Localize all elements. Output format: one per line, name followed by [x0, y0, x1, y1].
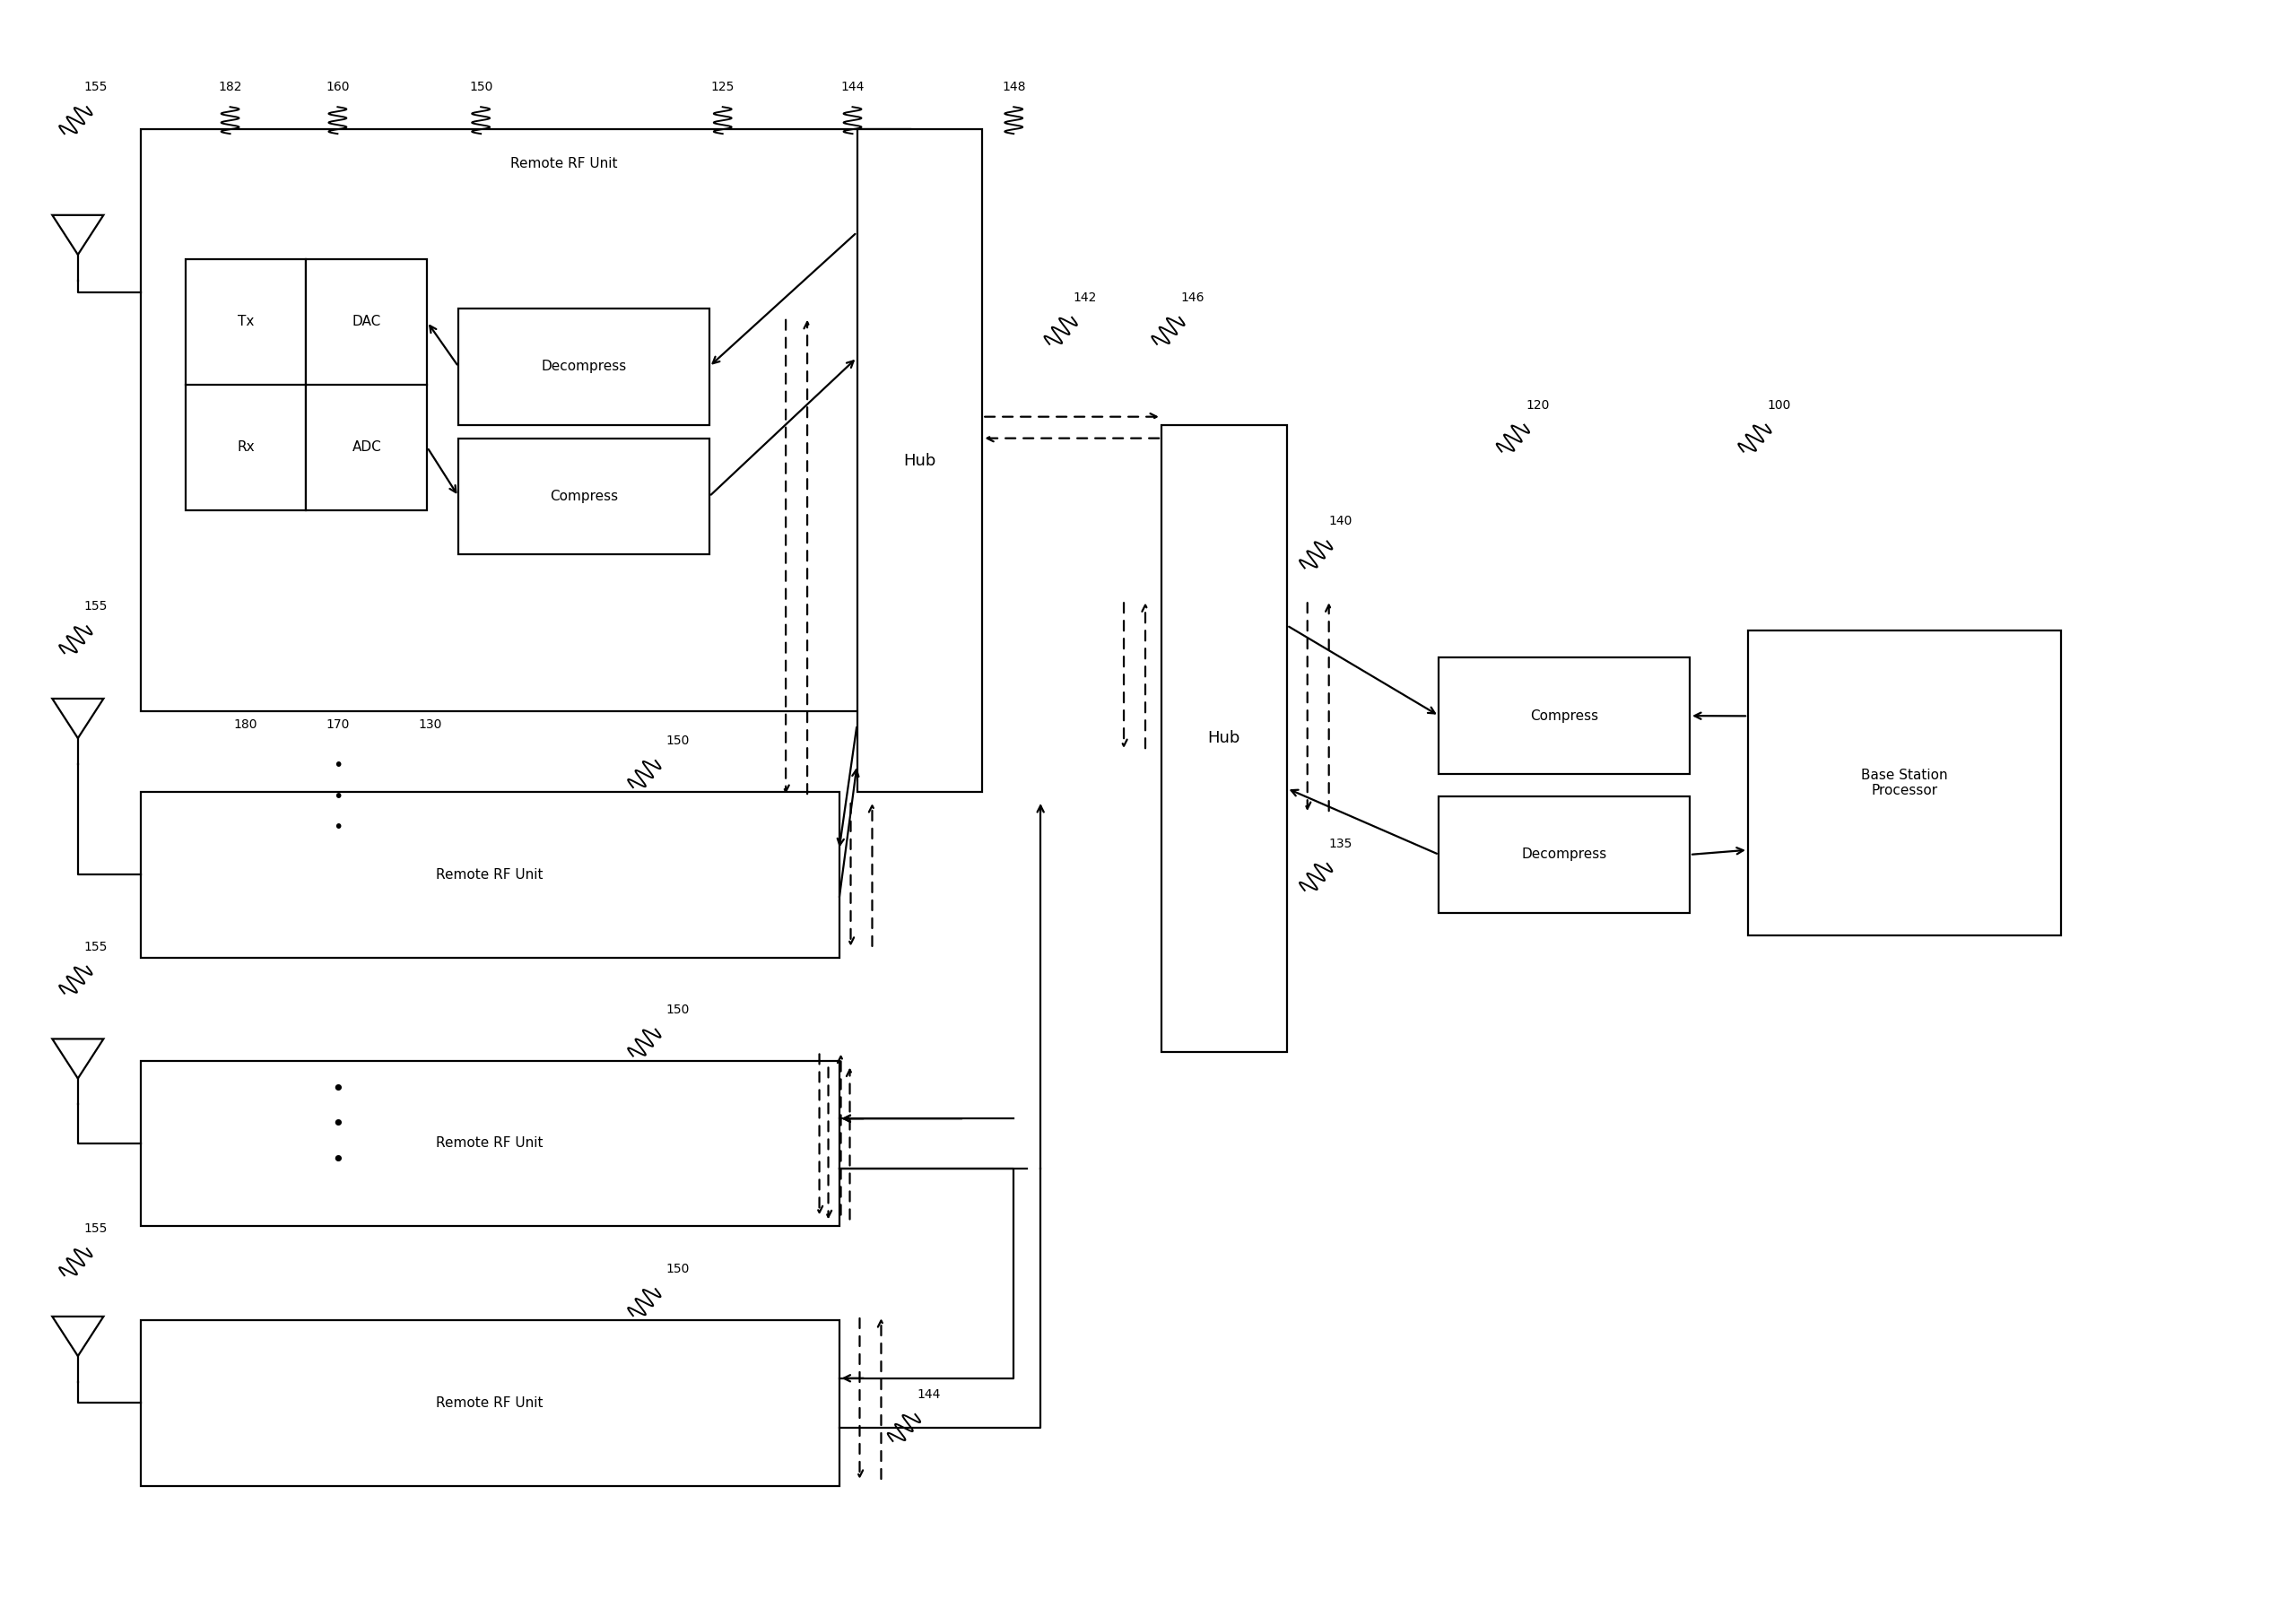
- Text: Decompress: Decompress: [1522, 847, 1607, 862]
- Text: 142: 142: [1075, 291, 1097, 304]
- Text: •: •: [333, 757, 342, 773]
- Text: DAC: DAC: [351, 315, 381, 328]
- Bar: [186, 259, 305, 509]
- Text: 150: 150: [666, 734, 689, 747]
- Text: Compress: Compress: [1529, 710, 1598, 723]
- Bar: [1440, 658, 1690, 775]
- Text: 148: 148: [1001, 81, 1026, 94]
- Bar: [1440, 797, 1690, 914]
- Text: 120: 120: [1527, 399, 1550, 411]
- Text: 150: 150: [666, 1263, 689, 1276]
- Text: 150: 150: [468, 81, 494, 94]
- Text: 144: 144: [840, 81, 863, 94]
- Text: Hub: Hub: [902, 453, 937, 469]
- Bar: [459, 309, 709, 425]
- Text: 140: 140: [1329, 516, 1352, 527]
- Text: 155: 155: [85, 941, 108, 952]
- Text: 155: 155: [85, 1222, 108, 1235]
- Text: •: •: [331, 1079, 344, 1100]
- Text: 125: 125: [712, 81, 735, 94]
- Text: Compress: Compress: [549, 490, 618, 503]
- Text: 146: 146: [1180, 291, 1205, 304]
- Text: 144: 144: [916, 1389, 941, 1400]
- Text: 155: 155: [85, 81, 108, 94]
- Text: Hub: Hub: [1208, 731, 1240, 747]
- Text: 160: 160: [326, 81, 349, 94]
- Text: 130: 130: [418, 718, 441, 731]
- Bar: [140, 1061, 838, 1226]
- Text: 135: 135: [1329, 838, 1352, 851]
- Bar: [140, 792, 838, 957]
- Text: •: •: [333, 787, 342, 805]
- Text: Base Station
Processor: Base Station Processor: [1862, 768, 1947, 797]
- Text: Remote RF Unit: Remote RF Unit: [510, 157, 618, 170]
- Bar: [1747, 631, 2062, 935]
- Text: Rx: Rx: [236, 440, 255, 454]
- Text: 180: 180: [234, 718, 257, 731]
- Text: •: •: [333, 820, 342, 836]
- Text: Remote RF Unit: Remote RF Unit: [436, 1137, 544, 1150]
- Text: •: •: [331, 1114, 344, 1135]
- Text: 150: 150: [666, 1003, 689, 1015]
- Text: 155: 155: [85, 600, 108, 613]
- Text: 170: 170: [326, 718, 349, 731]
- Text: 182: 182: [218, 81, 241, 94]
- Text: Tx: Tx: [236, 315, 255, 328]
- Text: ADC: ADC: [351, 440, 381, 454]
- Text: Remote RF Unit: Remote RF Unit: [436, 1397, 544, 1410]
- Bar: [140, 1319, 838, 1486]
- Bar: [856, 129, 983, 792]
- Bar: [459, 438, 709, 555]
- Text: •: •: [331, 1150, 344, 1172]
- Text: Decompress: Decompress: [542, 361, 627, 374]
- Bar: [305, 259, 427, 509]
- Text: 100: 100: [1768, 399, 1791, 411]
- Bar: [140, 129, 912, 711]
- Text: Remote RF Unit: Remote RF Unit: [436, 868, 544, 881]
- Bar: [1162, 425, 1286, 1051]
